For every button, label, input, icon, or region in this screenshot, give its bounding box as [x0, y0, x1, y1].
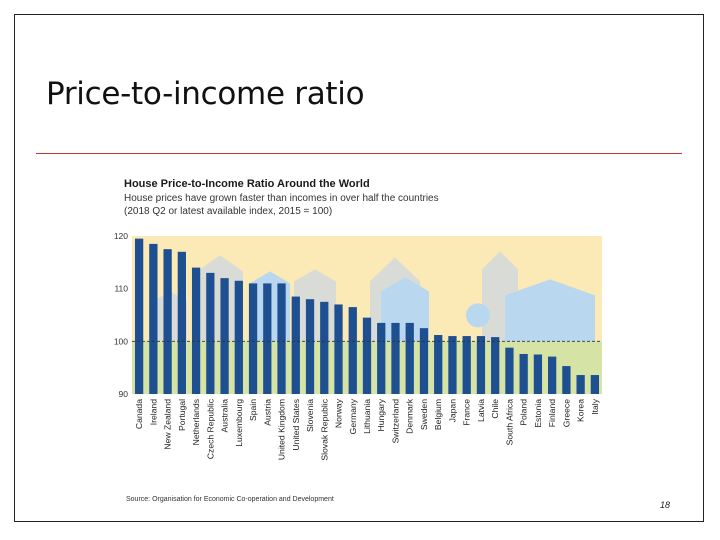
x-tick-label: Belgium	[433, 399, 443, 430]
bar	[163, 249, 172, 394]
bar	[362, 317, 372, 394]
x-tick-label: South Africa	[504, 399, 514, 446]
bar	[191, 267, 201, 394]
y-tick-label: 110	[114, 284, 128, 294]
bar	[462, 336, 471, 394]
bar	[277, 283, 286, 394]
bar	[419, 328, 429, 394]
x-tick-label: Czech Republic	[205, 398, 215, 459]
bar	[476, 336, 486, 394]
bar	[405, 322, 414, 394]
x-tick-label: Latvia	[476, 399, 486, 422]
x-tick-label: Poland	[519, 399, 529, 426]
bar	[263, 283, 272, 394]
bar	[377, 322, 386, 394]
bar	[149, 243, 158, 394]
bar	[434, 335, 443, 394]
x-tick-label: United States	[291, 399, 301, 451]
x-tick-label: Sweden	[419, 399, 429, 430]
bar	[177, 251, 186, 394]
x-tick-label: Ireland	[148, 399, 158, 425]
x-tick-label: Estonia	[533, 399, 543, 428]
x-tick-label: Hungary	[376, 398, 386, 431]
x-tick-label: Finland	[547, 399, 557, 427]
bar	[505, 347, 514, 394]
bar	[320, 301, 329, 394]
bar	[519, 353, 528, 394]
x-tick-label: France	[462, 399, 472, 426]
x-tick-label: Portugal	[177, 399, 187, 431]
bar	[448, 336, 457, 394]
bar	[291, 296, 300, 394]
x-tick-label: Slovenia	[305, 399, 315, 432]
bar	[562, 366, 571, 394]
y-tick-label: 120	[114, 231, 128, 241]
bar	[206, 272, 215, 394]
y-tick-label: 90	[119, 389, 129, 399]
chart-subtitle-line-2: (2018 Q2 or latest available index, 2015…	[124, 206, 333, 217]
bar	[533, 354, 543, 394]
x-tick-label: Greece	[561, 399, 571, 427]
x-tick-label: New Zealand	[163, 399, 173, 450]
x-tick-label: Switzerland	[390, 399, 400, 444]
slide-title: Price-to-income ratio	[46, 76, 365, 112]
y-axis-ticks: 90 100 110 120	[114, 231, 128, 399]
x-tick-label: Korea	[576, 399, 586, 422]
price-to-income-chart: 90 100 110 120 Canada Ireland New Zealand Port…	[114, 231, 602, 461]
x-tick-label: Lithuania	[362, 399, 372, 434]
bar	[234, 280, 243, 394]
title-divider	[36, 153, 682, 154]
chart-subtitle-line-1: House prices have grown faster than inco…	[124, 193, 439, 204]
chart-title: House Price-to-Income Ratio Around the W…	[124, 178, 370, 190]
bar-series	[134, 238, 600, 394]
x-tick-label: Spain	[248, 399, 258, 421]
x-tick-label: Denmark	[405, 398, 415, 434]
x-tick-label: Chile	[490, 399, 500, 419]
x-tick-label: Canada	[134, 399, 144, 429]
bar	[248, 283, 258, 394]
bar	[491, 337, 500, 394]
bar	[391, 322, 400, 394]
bar	[590, 375, 600, 394]
bar	[334, 304, 343, 394]
x-tick-label: Netherlands	[191, 399, 201, 445]
x-tick-label: Japan	[447, 399, 457, 423]
slide-frame	[14, 14, 704, 522]
house-silhouette	[505, 279, 595, 342]
page-number: 18	[660, 500, 671, 510]
bar	[348, 307, 357, 394]
x-tick-label: Italy	[590, 398, 600, 414]
x-tick-label: Luxembourg	[234, 399, 244, 447]
x-axis-labels: Canada Ireland New Zealand Portugal Netherla…	[134, 398, 600, 460]
x-tick-label: Slovak Republic	[319, 398, 329, 460]
bar	[576, 375, 585, 394]
x-tick-label: United Kingdom	[277, 399, 287, 460]
house-silhouette	[294, 269, 336, 342]
bar	[134, 238, 144, 394]
x-tick-label: Australia	[220, 399, 230, 433]
x-tick-label: Austria	[262, 399, 272, 426]
bar	[305, 299, 315, 394]
y-tick-label: 100	[114, 336, 128, 346]
x-tick-label: Germany	[348, 398, 358, 434]
tree-silhouette	[466, 303, 490, 328]
x-tick-label: Norway	[334, 398, 344, 428]
bar	[220, 278, 229, 394]
chart-source: Source: Organisation for Economic Co-ope…	[126, 496, 334, 503]
bar	[548, 356, 557, 394]
